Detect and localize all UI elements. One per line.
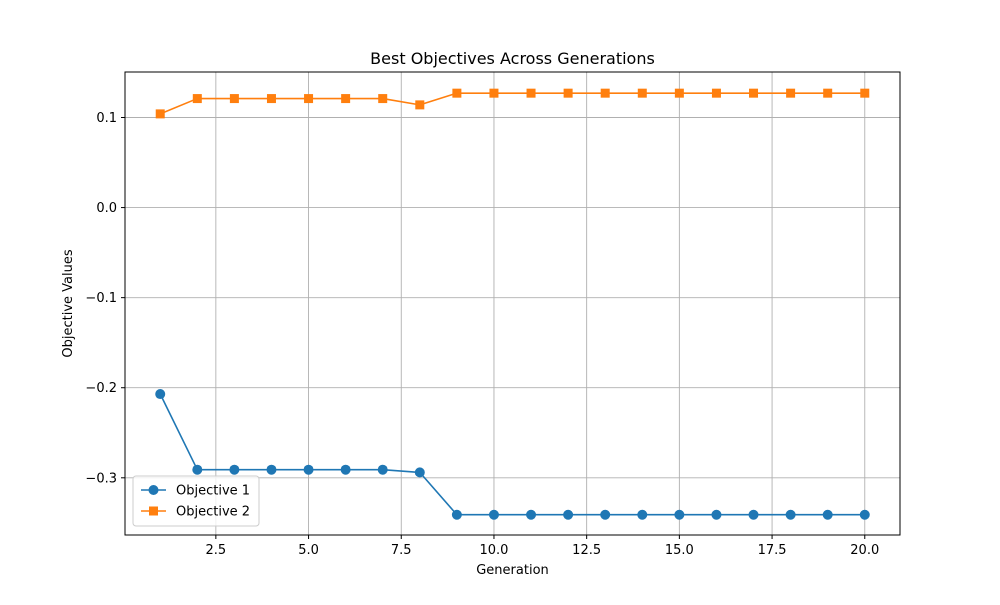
legend-label: Objective 1: [176, 484, 250, 499]
series-objective-2: [155, 88, 870, 119]
legend-marker: [148, 485, 159, 495]
data-point: [785, 509, 796, 520]
y-axis-label: Objective Values: [61, 249, 76, 357]
legend-label: Objective 2: [176, 505, 250, 520]
data-point: [266, 464, 277, 475]
data-point: [711, 509, 722, 520]
data-point: [229, 464, 240, 475]
data-point: [378, 94, 388, 104]
data-point: [748, 509, 759, 520]
data-point: [229, 94, 239, 104]
data-point: [600, 88, 610, 98]
data-point: [637, 88, 647, 98]
x-tick-label: 15.0: [665, 543, 694, 558]
data-point: [341, 94, 351, 104]
data-point: [451, 509, 462, 520]
x-axis-label: Generation: [476, 563, 549, 578]
x-tick-label: 12.5: [572, 543, 601, 558]
axis-ticks: 2.5 5.0 7.5 10.0 12.5 15.0 17.5 20.0 −0.3 −0.2 −0.…: [85, 111, 879, 558]
legend-item: Objective 2: [141, 505, 250, 520]
y-tick-label: −0.3: [85, 471, 117, 486]
data-point: [674, 509, 685, 520]
legend: Objective 1 Objective 2: [132, 475, 260, 527]
plot-frame: [124, 71, 901, 536]
data-point: [340, 464, 351, 475]
legend-items: Objective 1 Objective 2: [141, 484, 250, 520]
y-tick-label: 0.1: [96, 111, 117, 126]
data-point: [786, 88, 796, 98]
data-point: [823, 88, 833, 98]
legend-item: Objective 1: [141, 484, 250, 499]
data-point: [859, 509, 870, 520]
x-tick-label: 2.5: [206, 543, 227, 558]
x-tick-label: 10.0: [479, 543, 508, 558]
data-point: [377, 464, 388, 475]
data-point: [415, 100, 425, 110]
y-tick-label: 0.0: [96, 201, 117, 216]
x-tick-label: 5.0: [298, 543, 319, 558]
data-point: [192, 464, 203, 475]
data-point: [192, 94, 202, 104]
data-point: [452, 88, 462, 98]
data-point: [526, 88, 536, 98]
series-line: [159, 92, 865, 115]
data-point: [563, 88, 573, 98]
legend-marker: [149, 506, 158, 516]
data-point: [266, 94, 276, 104]
data-point: [303, 464, 314, 475]
data-point: [749, 88, 759, 98]
data-point: [489, 88, 499, 98]
series-objective-1: [155, 389, 870, 520]
data-point: [860, 88, 870, 98]
series-line: [159, 393, 865, 516]
x-tick-label: 17.5: [758, 543, 787, 558]
data-point: [674, 88, 684, 98]
x-tick-label: 20.0: [850, 543, 879, 558]
x-tick-label: 7.5: [391, 543, 412, 558]
data-point: [526, 509, 537, 520]
y-tick-label: −0.2: [85, 381, 117, 396]
data-point: [414, 467, 425, 478]
legend-box: [132, 475, 260, 527]
data-point: [822, 509, 833, 520]
data-point: [637, 509, 648, 520]
data-point: [600, 509, 611, 520]
data-point: [563, 509, 574, 520]
data-point: [488, 509, 499, 520]
data-point: [711, 88, 721, 98]
data-point: [304, 94, 314, 104]
data-point: [155, 389, 166, 400]
data-series: [155, 88, 870, 520]
chart-title: Best Objectives Across Generations: [370, 49, 655, 68]
y-tick-label: −0.1: [85, 291, 117, 306]
data-point: [155, 109, 165, 119]
